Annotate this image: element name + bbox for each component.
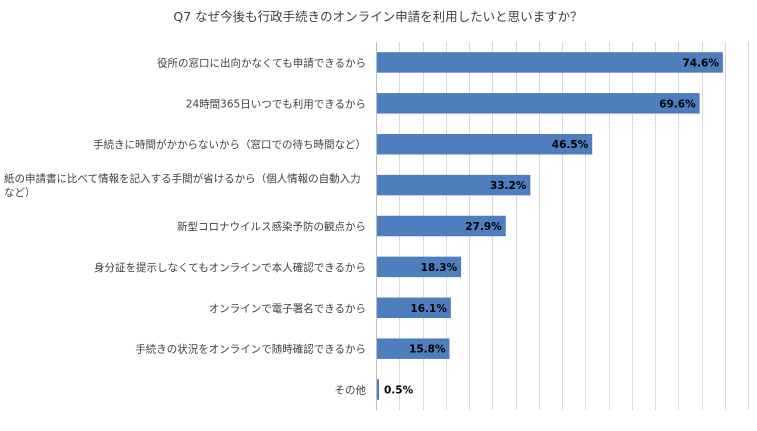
- bar: [377, 256, 462, 278]
- bar: [377, 174, 531, 196]
- category-label: 24時間365日いつでも利用できるから: [186, 98, 366, 110]
- bar: [377, 379, 379, 400]
- category-label-line: 紙の申請書に比べて情報を記入する手間が省けるから（個人情報の自動入力: [4, 172, 361, 185]
- category-labels: 役所の窓口に出向かなくても申請できるから 24時間365日いつでも利用できるから手…: [4, 56, 366, 396]
- value-label: 18.3%: [421, 262, 458, 274]
- category-label: その他: [335, 384, 367, 397]
- bar: [377, 338, 450, 359]
- category-label: オンラインで電子署名できるから: [209, 302, 366, 315]
- value-label: 0.5%: [384, 385, 414, 397]
- value-label: 16.1%: [410, 303, 447, 315]
- chart-title: Q7 なぜ今後も行政手続きのオンライン申請を利用したいと思いますか？: [173, 9, 582, 24]
- bar: [377, 133, 593, 155]
- category-label: 新型コロナウイルス感染予防の観点から: [177, 220, 366, 233]
- value-label: 69.6%: [659, 98, 696, 110]
- value-label: 74.6%: [682, 57, 719, 69]
- bar: [377, 93, 700, 114]
- value-label: 27.9%: [465, 221, 502, 233]
- bars: [377, 52, 723, 400]
- category-label: 手続きに時間がかからないから（窓口での待ち時間など）: [93, 138, 366, 151]
- value-label: 15.8%: [409, 344, 446, 356]
- value-label: 46.5%: [552, 139, 589, 151]
- category-label-line: など）: [4, 187, 36, 199]
- value-labels: 74.6% 69.6% 46.5% 33.2% 27.9% 18.3% 16.1% 15.8%…: [384, 57, 719, 396]
- category-label: 手続きの状況をオンラインで随時確認できるから: [135, 343, 366, 356]
- bar: [377, 215, 506, 237]
- category-label: 紙の申請書に比べて情報を記入する手間が省けるから（個人情報の自動入力など）: [4, 172, 361, 199]
- value-label: 33.2%: [490, 180, 527, 192]
- category-label: 身分証を提示しなくてもオンラインで本人確認できるから: [94, 261, 366, 274]
- category-label: 役所の窓口に出向かなくても申請できるから: [157, 56, 366, 69]
- bar: [377, 297, 451, 319]
- bar: [377, 52, 723, 73]
